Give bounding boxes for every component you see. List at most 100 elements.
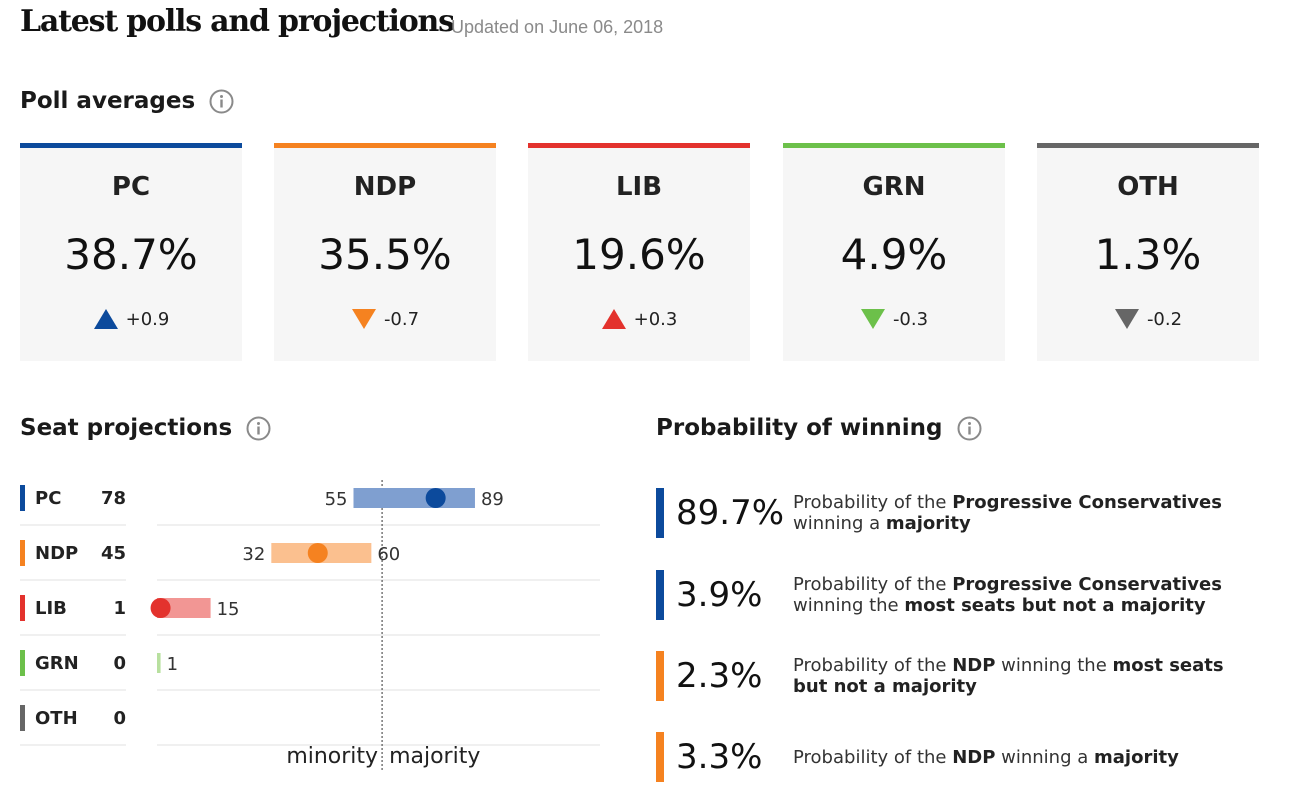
probability-value: 2.3% bbox=[676, 656, 763, 696]
poll-change: -0.2 bbox=[1037, 308, 1259, 330]
projected-seats: 78 bbox=[100, 487, 126, 509]
emphasis-text: Progressive Conservatives bbox=[952, 574, 1222, 595]
description-text: Probability of the bbox=[793, 492, 953, 513]
triangle-shape bbox=[1114, 309, 1139, 329]
poll-change-value: -0.7 bbox=[383, 308, 420, 330]
party-abbreviation: PC bbox=[111, 172, 151, 202]
description-text: Probability of the bbox=[793, 655, 953, 676]
emphasis-text: Progressive Conservatives bbox=[952, 492, 1222, 513]
projected-dot-lib bbox=[150, 598, 171, 618]
poll-averages-title: Poll averages bbox=[20, 88, 196, 114]
triangle-shape bbox=[860, 309, 885, 329]
seat-row-ndp: NDP 45 bbox=[20, 540, 126, 566]
party-abbreviation: OTH bbox=[35, 707, 78, 729]
emphasis-text: most seats but not a majority bbox=[904, 595, 1206, 616]
description-text: winning a bbox=[995, 746, 1094, 768]
party-color-swatch bbox=[20, 595, 25, 621]
party-color-swatch bbox=[20, 485, 25, 511]
triangle-down-icon bbox=[1114, 309, 1139, 329]
projected-dot-ndp bbox=[307, 543, 328, 563]
emphasis-text: most seats but not a majority bbox=[793, 655, 1224, 697]
projected-seats: 0 bbox=[113, 652, 126, 674]
party-abbreviation: LIB bbox=[35, 597, 67, 619]
description-text: winning a bbox=[793, 513, 886, 534]
party-abbreviation: PC bbox=[35, 487, 62, 509]
probability-value: 3.9% bbox=[676, 575, 763, 615]
party-abbreviation: LIB bbox=[615, 172, 663, 202]
seat-row-pc: PC 78 bbox=[20, 485, 126, 511]
probability-color-bar bbox=[656, 488, 664, 538]
projected-seats: 0 bbox=[113, 707, 126, 729]
party-color-swatch bbox=[20, 705, 25, 731]
poll-card-lib: LIB 19.6% +0.3 bbox=[528, 143, 750, 361]
party-color-swatch bbox=[20, 650, 25, 676]
probability-description: Probability of the Progressive Conservat… bbox=[793, 492, 1243, 534]
seat-projection-chart: 55 89 32 60 15 1 minority majority bbox=[20, 480, 600, 770]
poll-change-value: +0.9 bbox=[125, 308, 170, 330]
info-circle-icon[interactable] bbox=[957, 416, 982, 441]
party-abbreviation: GRN bbox=[35, 652, 79, 674]
projected-dot-pc bbox=[425, 488, 446, 508]
description-text: winning the bbox=[995, 655, 1113, 676]
range-bar-lib bbox=[157, 598, 211, 618]
probability-title: Probability of winning bbox=[656, 415, 943, 441]
poll-average-value: 35.5% bbox=[318, 230, 452, 279]
triangle-shape bbox=[601, 309, 626, 329]
probability-row: 3.9% Probability of the Progressive Conse… bbox=[656, 570, 1243, 620]
poll-change-value: +0.3 bbox=[633, 308, 678, 330]
poll-change: +0.9 bbox=[20, 308, 242, 330]
poll-change: -0.3 bbox=[783, 308, 1005, 330]
probability-heading: Probability of winning bbox=[656, 415, 982, 441]
seat-projections-heading: Seat projections bbox=[20, 415, 271, 441]
poll-averages-heading: Poll averages bbox=[20, 88, 234, 114]
probability-value: 89.7% bbox=[676, 493, 785, 533]
poll-card-grn: GRN 4.9% -0.3 bbox=[783, 143, 1005, 361]
poll-card-oth: OTH 1.3% -0.2 bbox=[1037, 143, 1259, 361]
projected-seats: 45 bbox=[100, 542, 126, 564]
probability-color-bar bbox=[656, 570, 664, 620]
probability-row: 89.7% Probability of the Progressive Cons… bbox=[656, 488, 1243, 538]
party-abbreviation: GRN bbox=[862, 172, 926, 202]
seat-projections-title: Seat projections bbox=[20, 415, 233, 441]
info-circle-icon[interactable] bbox=[246, 416, 271, 441]
party-abbreviation: NDP bbox=[353, 172, 417, 202]
triangle-shape bbox=[93, 309, 118, 329]
range-bar-grn bbox=[157, 653, 161, 673]
poll-average-value: 38.7% bbox=[64, 230, 198, 279]
probability-value: 3.3% bbox=[676, 737, 763, 777]
info-circle-icon[interactable] bbox=[209, 89, 234, 114]
probability-description: Probability of the NDP winning a majorit… bbox=[793, 747, 1243, 768]
poll-card-ndp: NDP 35.5% -0.7 bbox=[274, 143, 496, 361]
range-high-label: 1 bbox=[167, 654, 178, 675]
probability-description: Probability of the Progressive Conservat… bbox=[793, 574, 1243, 616]
seat-row-oth: OTH 0 bbox=[20, 705, 126, 731]
poll-change: +0.3 bbox=[528, 308, 750, 330]
triangle-up-icon bbox=[601, 309, 626, 329]
poll-change-value: -0.3 bbox=[892, 308, 929, 330]
emphasis-text: majority bbox=[885, 513, 971, 534]
emphasis-text: NDP bbox=[952, 746, 996, 768]
probability-row: 2.3% Probability of the NDP winning the m… bbox=[656, 651, 1243, 701]
majority-axis-label: majority bbox=[389, 744, 480, 769]
range-high-label: 89 bbox=[481, 489, 504, 510]
triangle-down-icon bbox=[860, 309, 885, 329]
projected-seats: 1 bbox=[113, 597, 126, 619]
poll-card-pc: PC 38.7% +0.9 bbox=[20, 143, 242, 361]
emphasis-text: majority bbox=[1094, 746, 1179, 768]
poll-change: -0.7 bbox=[274, 308, 496, 330]
range-low-label: 55 bbox=[325, 489, 348, 510]
range-high-label: 60 bbox=[377, 544, 400, 565]
seat-row-grn: GRN 0 bbox=[20, 650, 126, 676]
page-title: Latest polls and projections bbox=[20, 4, 455, 39]
triangle-up-icon bbox=[93, 309, 118, 329]
probability-color-bar bbox=[656, 732, 664, 782]
poll-average-value: 19.6% bbox=[572, 230, 706, 279]
description-text: Probability of the bbox=[793, 746, 953, 768]
triangle-shape bbox=[351, 309, 376, 329]
triangle-down-icon bbox=[351, 309, 376, 329]
description-text: Probability of the bbox=[793, 574, 953, 595]
poll-average-value: 4.9% bbox=[840, 230, 948, 279]
poll-change-value: -0.2 bbox=[1146, 308, 1183, 330]
minority-axis-label: minority bbox=[286, 744, 378, 769]
poll-average-value: 1.3% bbox=[1094, 230, 1202, 279]
